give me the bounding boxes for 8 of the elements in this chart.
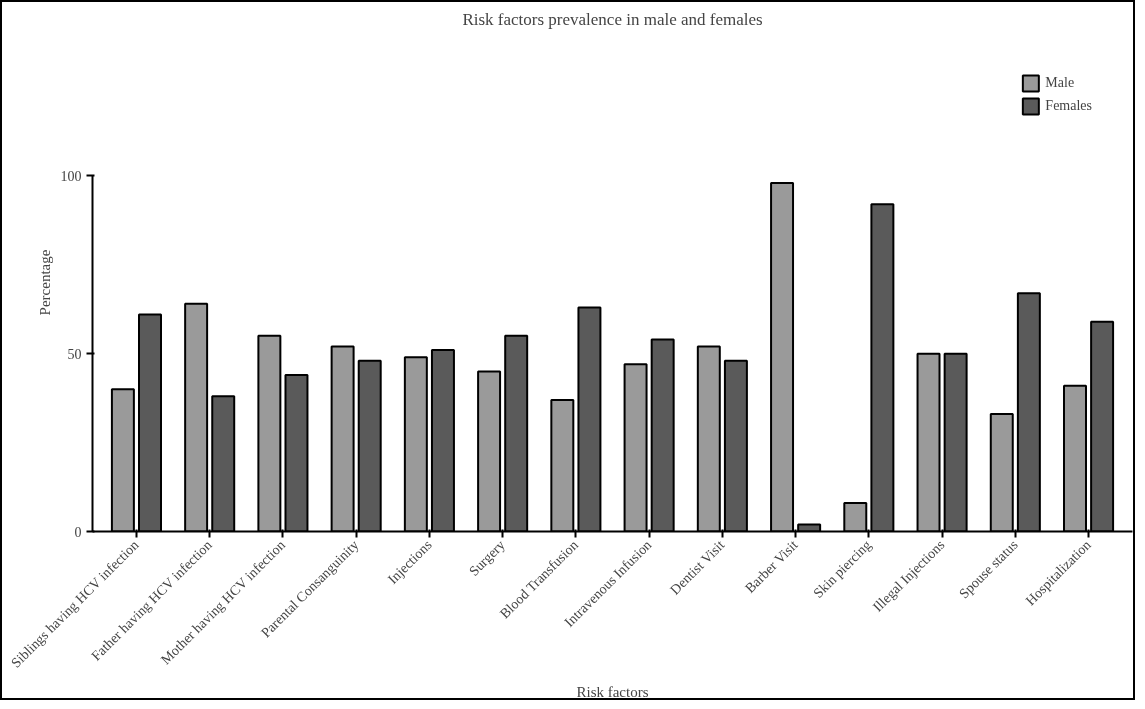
y-tick-label: 0 xyxy=(74,524,82,540)
legend-label: Male xyxy=(1045,75,1075,91)
legend-label: Females xyxy=(1045,98,1092,114)
x-axis-title: Risk factors xyxy=(576,683,649,700)
y-tick-label: 100 xyxy=(60,168,82,184)
chart-title: Risk factors prevalence in male and females xyxy=(462,9,763,29)
y-axis-title: Percentage xyxy=(36,249,53,316)
y-tick-label: 50 xyxy=(67,346,82,362)
